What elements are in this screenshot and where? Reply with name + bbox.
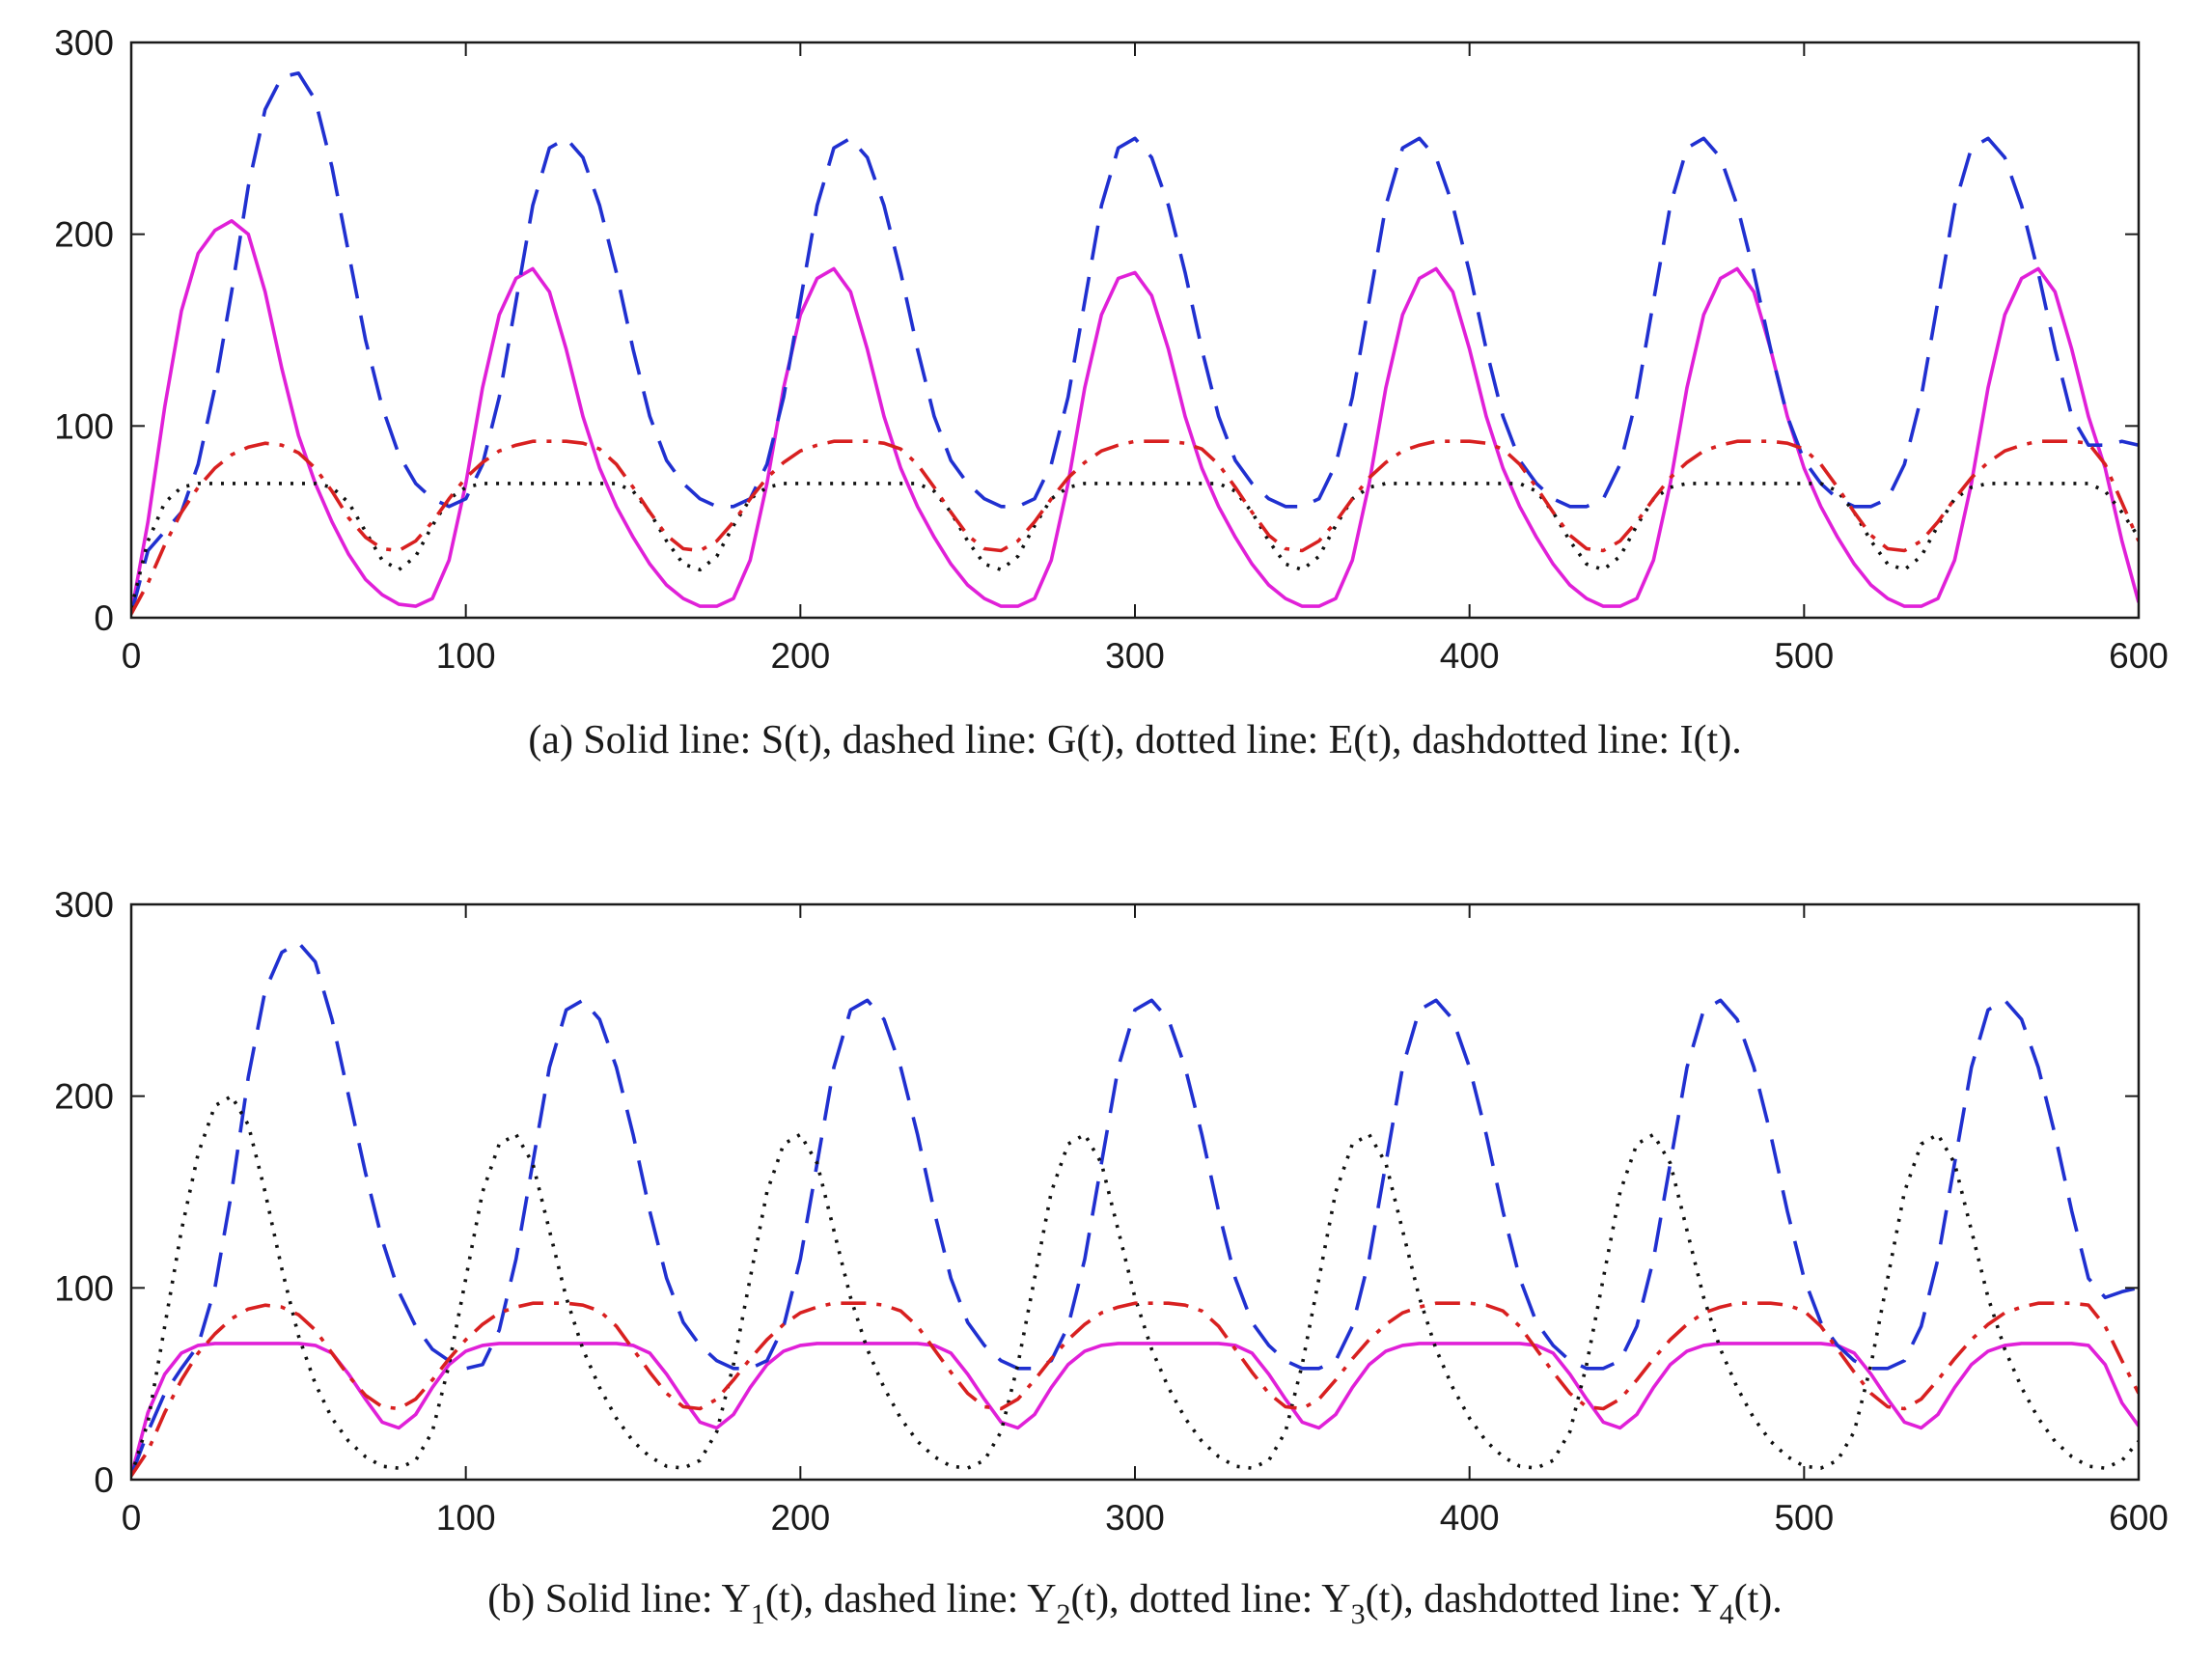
y-tick-label: 100 [54, 406, 114, 446]
caption-text-segment: (t), dashdotted line: Y [1366, 1577, 1720, 1622]
caption-text-segment: (t). [1734, 1577, 1783, 1622]
x-tick-label: 500 [1774, 1498, 1834, 1538]
caption-subscript: 4 [1720, 1598, 1734, 1630]
caption-text-segment: (b) Solid line: Y [487, 1577, 751, 1622]
caption-subscript: 3 [1351, 1598, 1366, 1630]
caption-text-segment: (t), dashed line: Y [765, 1577, 1057, 1622]
x-tick-label: 300 [1105, 1498, 1165, 1538]
series-y2t-line [131, 940, 2139, 1477]
panel-caption: (b) Solid line: Y1(t), dashed line: Y2(t… [487, 1577, 1783, 1630]
x-tick-label: 400 [1440, 1498, 1500, 1538]
series-st-line [131, 219, 2139, 615]
x-tick-label: 600 [2109, 636, 2169, 676]
y-tick-label: 300 [54, 885, 114, 925]
series-y4t-line [131, 1301, 2139, 1478]
y-tick-label: 100 [54, 1268, 114, 1308]
panel-a-chart: 0 100 200 300 400 500 600 0 100 200 300 (a) Solid l… [54, 23, 2169, 763]
y-tick-label: 300 [54, 23, 114, 63]
x-tick-label: 100 [436, 636, 496, 676]
series-y1t-line [131, 1342, 2139, 1477]
x-tick-label: 0 [122, 636, 142, 676]
x-tick-label: 100 [436, 1498, 496, 1538]
y-tick-label: 200 [54, 1077, 114, 1117]
x-tick-label: 0 [122, 1498, 142, 1538]
x-tick-label: 500 [1774, 636, 1834, 676]
series-group [131, 940, 2139, 1478]
x-tick-label: 200 [770, 1498, 830, 1538]
y-tick-label: 0 [94, 1460, 114, 1500]
panel-caption: (a) Solid line: S(t), dashed line: G(t),… [528, 718, 1741, 763]
y-tick-label: 200 [54, 215, 114, 255]
x-tick-label: 300 [1105, 636, 1165, 676]
caption-subscript: 1 [751, 1598, 765, 1630]
series-gt-line [131, 71, 2139, 615]
x-tick-label: 200 [770, 636, 830, 676]
x-tick-label: 600 [2109, 1498, 2169, 1538]
caption-text-segment: (t), dotted line: Y [1071, 1577, 1351, 1622]
caption-subscript: 2 [1057, 1598, 1071, 1630]
y-tick-label: 0 [94, 598, 114, 638]
panel-b-chart: 0 100 200 300 400 500 600 0 100 200 300 (b) Solid l… [54, 885, 2169, 1630]
series-group [131, 71, 2139, 615]
x-tick-label: 400 [1440, 636, 1500, 676]
